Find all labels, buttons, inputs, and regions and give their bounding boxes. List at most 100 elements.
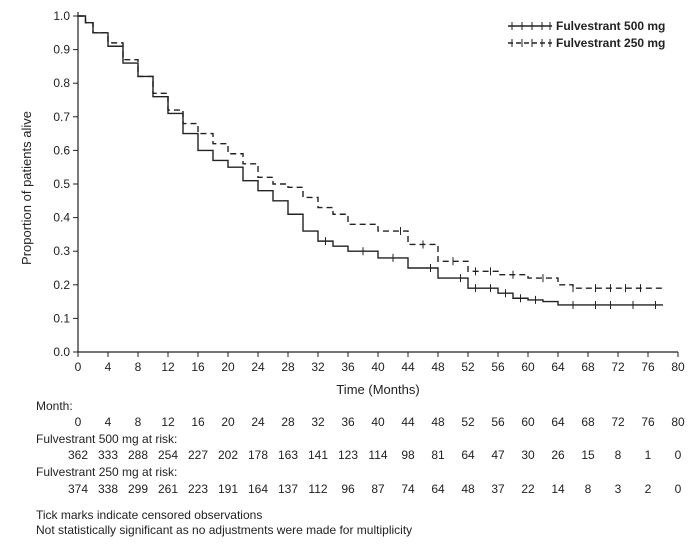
risk-count-cell: 0 [674, 448, 682, 462]
risk-month-cell: 32 [311, 415, 325, 429]
risk-count-cell: 47 [491, 448, 505, 462]
x-tick-label: 76 [641, 360, 655, 374]
y-tick-label: 0.5 [53, 177, 70, 191]
risk-month-cell: 28 [281, 415, 295, 429]
risk-month-cell: 44 [401, 415, 415, 429]
risk-count-cell: 114 [368, 448, 388, 462]
y-axis-label: Proportion of patients alive [19, 111, 34, 265]
risk-count-cell: 2 [644, 482, 652, 496]
risk-count-cell: 48 [461, 482, 475, 496]
risk-count-cell: 64 [431, 482, 445, 496]
risk-count-cell: 178 [247, 448, 269, 462]
risk-count-cell: 3 [614, 482, 622, 496]
series-line-0 [78, 15, 663, 306]
y-tick-label: 0.8 [53, 76, 70, 90]
risk-month-cell: 36 [341, 415, 355, 429]
survival-chart: Proportion of patients alive Time (Month… [19, 9, 685, 397]
risk-month-cell: 72 [611, 415, 625, 429]
risk-count-cell: 338 [97, 482, 119, 496]
risk-table-row-250mg: 374 338 299 261 223 191 164 137 112 96 87 74 64 48 37 2… [0, 482, 700, 498]
legend-label-250mg: Fulvestrant 250 mg [556, 36, 665, 50]
legend-item-500mg: Fulvestrant 500 mg [508, 19, 665, 33]
risk-count-cell: 96 [341, 482, 355, 496]
x-tick-label: 60 [521, 360, 535, 374]
x-tick-label: 68 [581, 360, 595, 374]
risk-count-cell: 8 [614, 448, 622, 462]
risk-count-cell: 74 [401, 482, 415, 496]
risk-count-cell: 254 [157, 448, 179, 462]
risk-month-cell: 76 [641, 415, 655, 429]
multiplicity-note: Not statistically significant as no adju… [36, 523, 413, 537]
y-tick-label: 0.3 [53, 244, 70, 258]
risk-count-cell: 87 [371, 482, 385, 496]
y-tick-label: 0.7 [53, 110, 70, 124]
x-tick-label: 4 [105, 360, 112, 374]
legend: Fulvestrant 500 mg Fulvestrant 250 mg [508, 19, 665, 50]
x-tick-label: 80 [671, 360, 685, 374]
legend-label-500mg: Fulvestrant 500 mg [556, 19, 665, 33]
censor-note: Tick marks indicate censored observation… [36, 508, 263, 522]
risk-month-cell: 16 [191, 415, 205, 429]
y-tick-label: 0.6 [53, 143, 70, 157]
risk-count-cell: 0 [674, 482, 682, 496]
risk-count-cell: 8 [584, 482, 592, 496]
risk-table-header: Month: [36, 399, 73, 413]
y-tick-label: 0.4 [53, 211, 70, 225]
risk-count-cell: 81 [431, 448, 445, 462]
risk-row-label-500mg: Fulvestrant 500 mg at risk: [36, 432, 178, 446]
x-tick-label: 12 [161, 360, 175, 374]
x-tick-label: 44 [401, 360, 415, 374]
x-tick-label: 72 [611, 360, 625, 374]
x-tick-label: 64 [551, 360, 565, 374]
risk-count-cell: 141 [307, 448, 329, 462]
x-tick-label: 36 [341, 360, 355, 374]
risk-count-cell: 15 [581, 448, 595, 462]
risk-table-row-500mg: 362 333 288 254 227 202 178 163 141 123 114 98 81 64 4… [0, 448, 700, 464]
y-tick-label: 0.2 [53, 278, 70, 292]
risk-count-cell: 362 [67, 448, 89, 462]
risk-month-cell: 56 [491, 415, 505, 429]
legend-item-250mg: Fulvestrant 250 mg [508, 36, 665, 50]
risk-month-cell: 64 [551, 415, 565, 429]
x-tick-label: 8 [135, 360, 142, 374]
risk-count-cell: 26 [551, 448, 565, 462]
risk-count-cell: 37 [491, 482, 505, 496]
risk-month-cell: 12 [161, 415, 175, 429]
risk-count-cell: 374 [67, 482, 89, 496]
risk-count-cell: 191 [217, 482, 239, 496]
risk-count-cell: 227 [187, 448, 209, 462]
y-tick-label: 0.9 [53, 43, 70, 57]
risk-month-cell: 24 [251, 415, 265, 429]
risk-month-cell: 40 [371, 415, 385, 429]
risk-month-cell: 60 [521, 415, 535, 429]
risk-count-cell: 223 [187, 482, 209, 496]
risk-count-cell: 299 [127, 482, 149, 496]
risk-count-cell: 22 [521, 482, 535, 496]
x-tick-label: 0 [75, 360, 82, 374]
risk-count-cell: 64 [461, 448, 475, 462]
x-tick-label: 24 [251, 360, 265, 374]
x-axis-label: Time (Months) [336, 382, 419, 397]
x-tick-label: 56 [491, 360, 505, 374]
risk-month-cell: 80 [671, 415, 685, 429]
x-tick-label: 20 [221, 360, 235, 374]
y-tick-label: 0.0 [53, 345, 70, 359]
risk-month-cell: 48 [431, 415, 445, 429]
risk-count-cell: 112 [308, 482, 328, 496]
risk-count-cell: 163 [277, 448, 299, 462]
x-tick-label: 40 [371, 360, 385, 374]
risk-row-label-250mg: Fulvestrant 250 mg at risk: [36, 465, 178, 479]
x-tick-label: 32 [311, 360, 325, 374]
x-tick-label: 48 [431, 360, 445, 374]
x-tick-label: 16 [191, 360, 205, 374]
risk-count-cell: 30 [521, 448, 535, 462]
risk-count-cell: 261 [157, 482, 179, 496]
risk-count-cell: 14 [551, 482, 565, 496]
risk-count-cell: 1 [644, 448, 652, 462]
x-tick-label: 28 [281, 360, 295, 374]
x-tick-label: 52 [461, 360, 475, 374]
risk-count-cell: 98 [401, 448, 415, 462]
risk-month-cell: 52 [461, 415, 475, 429]
risk-table-month-row: 0 4 8 12 16 20 24 28 32 36 40 44 48 52 56 60 64 68 72 76 80 [0, 415, 700, 431]
risk-count-cell: 202 [217, 448, 239, 462]
